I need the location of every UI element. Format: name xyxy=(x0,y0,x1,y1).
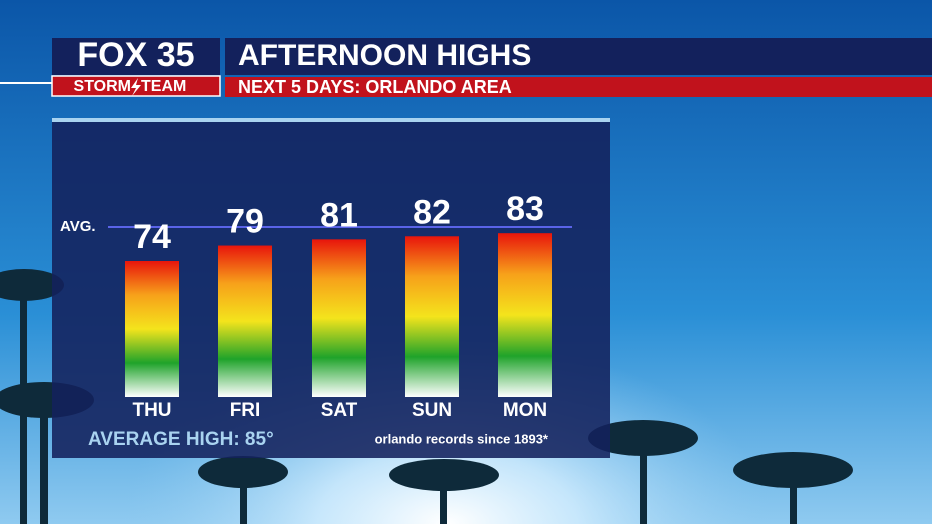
x-tick-label: SUN xyxy=(412,400,452,421)
logo-top-box xyxy=(52,38,220,75)
bar xyxy=(125,261,179,397)
panel-border xyxy=(52,118,610,122)
bar xyxy=(312,239,366,397)
value-label: 82 xyxy=(413,193,451,231)
logo-top: FOX 35 xyxy=(77,36,194,74)
logo-bottom: STORM xyxy=(74,78,131,95)
value-label: 74 xyxy=(133,218,171,256)
value-label: 79 xyxy=(226,203,264,241)
x-tick-label: FRI xyxy=(230,400,261,421)
logo-bottom-2: TEAM xyxy=(141,78,186,95)
value-label: 81 xyxy=(320,196,358,234)
average-label: AVG. xyxy=(60,218,96,235)
bar xyxy=(498,233,552,397)
chart-title: AFTERNOON HIGHS xyxy=(238,39,531,72)
x-tick-label: SAT xyxy=(321,400,358,421)
subtitle-bar xyxy=(225,77,932,97)
x-tick-label: THU xyxy=(132,400,171,421)
footer-right: orlando records since 1893* xyxy=(375,431,549,446)
logo-bolt xyxy=(131,78,141,96)
footer-left: AVERAGE HIGH: 85° xyxy=(88,429,274,450)
value-label: 83 xyxy=(506,190,544,228)
palm-trees xyxy=(0,269,853,524)
title-bar xyxy=(225,38,932,75)
bar xyxy=(218,245,272,397)
bar xyxy=(405,236,459,397)
chart-subtitle: NEXT 5 DAYS: ORLANDO AREA xyxy=(238,77,512,97)
x-tick-label: MON xyxy=(503,400,547,421)
